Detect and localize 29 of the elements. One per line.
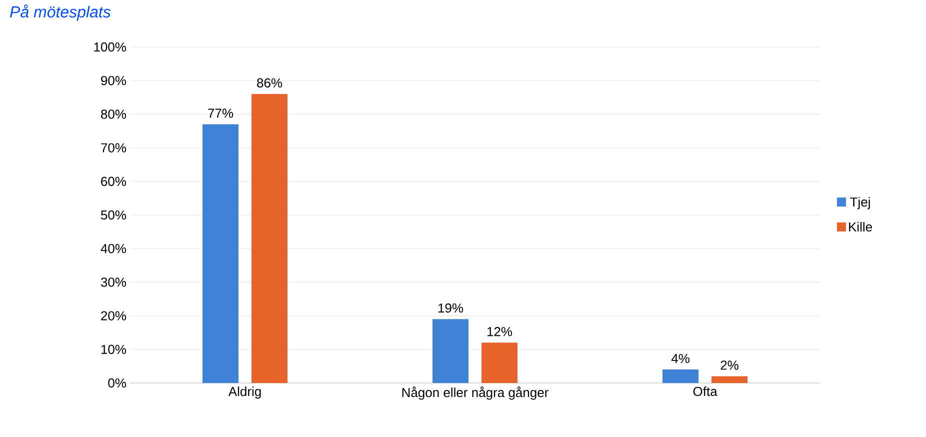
data-label: 4% xyxy=(671,354,690,364)
y-tick-label: 60% xyxy=(101,176,126,186)
y-tick-label: 100% xyxy=(94,42,126,52)
legend-label: Tjej xyxy=(850,197,870,210)
bar xyxy=(712,376,748,383)
x-tick-label: Någon eller några gånger xyxy=(402,386,548,400)
data-label: 2% xyxy=(720,360,738,370)
chart-title: På mötesplats xyxy=(10,4,111,21)
data-label: 77% xyxy=(208,108,234,118)
x-tick-label: Aldrig xyxy=(228,386,261,399)
bar xyxy=(662,370,699,383)
y-tick-label: 70% xyxy=(101,143,126,152)
y-tick-label: 10% xyxy=(101,344,126,354)
y-tick-label: 90% xyxy=(101,76,126,86)
data-label: 86% xyxy=(257,78,282,88)
y-tick-label: 80% xyxy=(101,110,126,119)
data-label: 12% xyxy=(487,327,512,336)
bar xyxy=(482,342,518,383)
y-tick-label: 50% xyxy=(100,210,126,220)
bar xyxy=(252,94,288,383)
x-tick-label: Ofta xyxy=(693,386,718,396)
y-tick-label: 40% xyxy=(100,244,126,254)
y-tick-label: 0% xyxy=(108,378,126,388)
y-tick-label: 30% xyxy=(100,278,126,287)
y-tick-label: 20% xyxy=(101,311,126,320)
bar xyxy=(202,124,239,383)
bar xyxy=(432,319,469,383)
data-label: 19% xyxy=(438,303,464,313)
legend-label: Kille xyxy=(849,222,872,232)
